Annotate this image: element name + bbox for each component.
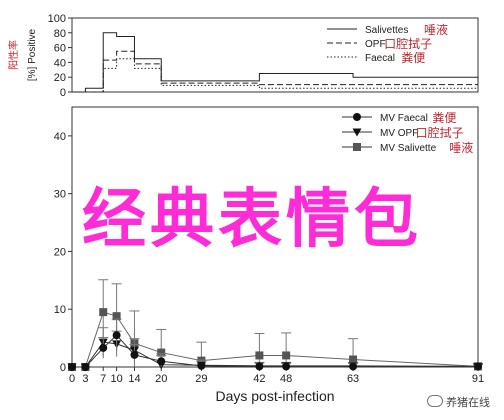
bottom-y-tick-label: 0 <box>60 362 66 374</box>
top-legend-annotation: 唾液 <box>424 22 448 37</box>
x-tick-label: 3 <box>82 373 88 385</box>
top-legend-label: Faecal <box>365 53 395 64</box>
x-tick-label: 10 <box>110 373 122 385</box>
x-axis-label: Days post-infection <box>215 388 334 404</box>
top-y-tick-label: 100 <box>48 13 66 25</box>
bottom-plot-frame <box>71 106 479 368</box>
data-point <box>282 362 291 371</box>
data-point <box>68 363 76 371</box>
bottom-y-tick-label: 40 <box>54 131 66 143</box>
bottom-y-tick-label: 10 <box>54 304 66 316</box>
top-y-tick-label: 80 <box>54 28 66 40</box>
bottom-legend-marker <box>353 143 361 151</box>
top-y-axis-annotation: 阳性率 <box>7 40 20 70</box>
wechat-icon <box>427 395 443 407</box>
bottom-legend-annotation: 口腔拭子 <box>416 125 464 140</box>
bottom-legend-label: MV Faecal <box>380 113 428 124</box>
top-y-tick-label: 0 <box>60 87 66 99</box>
top-legend-annotation: 粪便 <box>401 51 425 65</box>
bottom-legend-annotation: 粪便 <box>432 111 456 125</box>
bottom-y-tick-label: 30 <box>54 189 66 201</box>
data-point <box>255 362 264 371</box>
x-tick-label: 42 <box>253 373 265 385</box>
x-tick-label: 48 <box>280 373 292 385</box>
x-tick-label: 20 <box>155 373 167 385</box>
top-legend-label: Salivettes <box>365 25 408 36</box>
data-point <box>157 357 166 366</box>
x-tick-label: 63 <box>347 373 359 385</box>
top-legend-label: OPF <box>365 39 386 50</box>
data-point <box>81 363 90 371</box>
data-point <box>349 355 358 364</box>
top-plot-frame <box>71 17 479 93</box>
x-tick-label: 7 <box>100 373 106 385</box>
data-point <box>349 362 358 371</box>
data-point <box>130 350 139 359</box>
bottom-legend-label: MV OPF <box>380 128 418 139</box>
x-tick-label: 29 <box>195 373 207 385</box>
top-y-axis-label: [%] Positive <box>27 28 38 81</box>
watermark: 养猪在线 <box>427 394 490 410</box>
series-mv-salivette <box>68 279 483 371</box>
data-point <box>282 351 291 360</box>
top-y-tick-label: 40 <box>54 57 66 69</box>
bottom-legend-marker <box>352 128 362 137</box>
bottom-legend-label: MV Salivette <box>380 143 437 154</box>
x-tick-label: 14 <box>128 373 140 385</box>
x-tick-label: 91 <box>472 373 484 385</box>
top-y-tick-label: 60 <box>54 43 66 55</box>
x-tick-label: 0 <box>69 373 75 385</box>
data-point <box>99 343 108 352</box>
data-point <box>112 331 121 340</box>
data-point <box>157 348 166 357</box>
watermark-label: 养猪在线 <box>446 396 490 409</box>
bottom-legend-marker <box>353 113 361 121</box>
top-legend-annotation: 口腔拭子 <box>384 36 432 51</box>
top-chart-panel: 0 20 40 60 80 100 [%] Positive 阳性率 Salivettes 唾液 O… <box>7 13 479 99</box>
series-mv-faecal <box>68 318 483 371</box>
top-series-faecal-line <box>72 58 478 93</box>
bottom-y-tick-label: 20 <box>54 246 66 258</box>
top-series-opf-line <box>72 50 478 93</box>
data-point <box>112 312 121 321</box>
data-point <box>474 362 482 371</box>
data-point <box>255 351 264 360</box>
data-point <box>99 308 108 317</box>
bottom-legend-annotation: 唾液 <box>449 140 473 155</box>
top-y-tick-label: 20 <box>54 72 66 84</box>
data-point <box>197 361 206 370</box>
